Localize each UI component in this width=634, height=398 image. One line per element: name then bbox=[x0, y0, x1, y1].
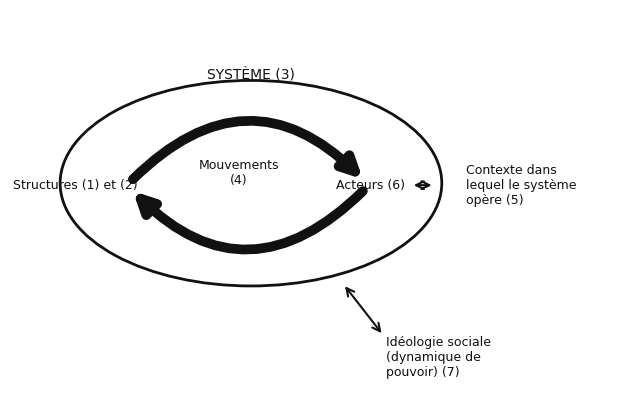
Text: Structures (1) et (2): Structures (1) et (2) bbox=[13, 179, 138, 192]
Text: SYSTÈME (3): SYSTÈME (3) bbox=[207, 67, 295, 82]
FancyArrowPatch shape bbox=[141, 191, 363, 250]
Text: Contexte dans
lequel le système
opère (5): Contexte dans lequel le système opère (5… bbox=[467, 164, 577, 207]
Text: Idéologie sociale
(dynamique de
pouvoir) (7): Idéologie sociale (dynamique de pouvoir)… bbox=[386, 336, 491, 378]
Text: Mouvements
(4): Mouvements (4) bbox=[198, 159, 279, 187]
Text: Acteurs (6): Acteurs (6) bbox=[337, 179, 406, 192]
FancyArrowPatch shape bbox=[133, 121, 355, 179]
